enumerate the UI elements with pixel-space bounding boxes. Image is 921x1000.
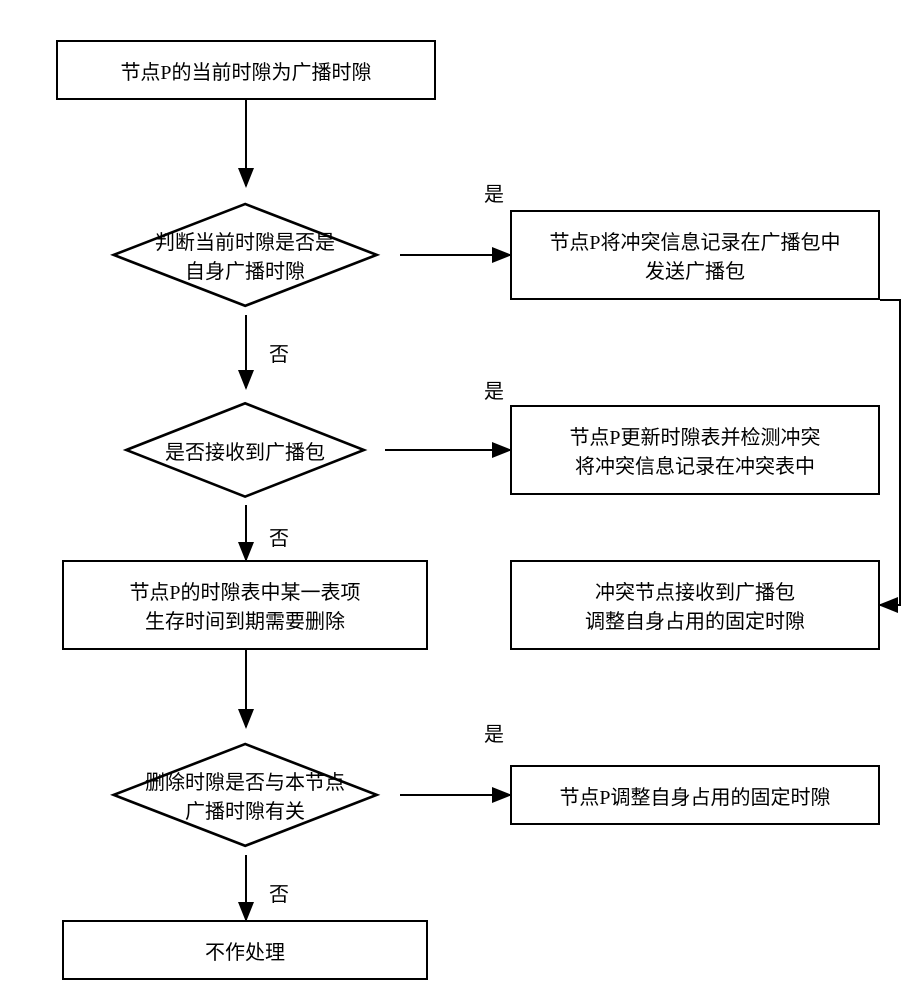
flowchart-node-n5: 冲突节点接收到广播包调整自身占用的固定时隙 bbox=[510, 560, 880, 650]
flowchart-decision-d2: 是否接收到广播包 bbox=[105, 395, 385, 505]
flowchart-node-n3: 节点P更新时隙表并检测冲突将冲突信息记录在冲突表中 bbox=[510, 405, 880, 495]
flowchart-node-n6: 节点P调整自身占用的固定时隙 bbox=[510, 765, 880, 825]
flowchart-edge-label: 否 bbox=[265, 522, 293, 551]
flowchart-edge bbox=[880, 300, 900, 605]
flowchart-node-n1: 节点P的当前时隙为广播时隙 bbox=[56, 40, 436, 100]
flowchart-decision-d1: 判断当前时隙是否是自身广播时隙 bbox=[90, 195, 400, 315]
flowchart-decision-d3: 删除时隙是否与本节点广播时隙有关 bbox=[90, 735, 400, 855]
flowchart-node-n2: 节点P将冲突信息记录在广播包中发送广播包 bbox=[510, 210, 880, 300]
flowchart-node-n7: 不作处理 bbox=[62, 920, 428, 980]
flowchart-edge-label: 是 bbox=[480, 718, 508, 747]
flowchart-edge-label: 是 bbox=[480, 178, 508, 207]
flowchart-edge-label: 是 bbox=[480, 375, 508, 404]
flowchart-node-n4: 节点P的时隙表中某一表项生存时间到期需要删除 bbox=[62, 560, 428, 650]
flowchart-edge-label: 否 bbox=[265, 338, 293, 367]
flowchart-edge-label: 否 bbox=[265, 878, 293, 907]
